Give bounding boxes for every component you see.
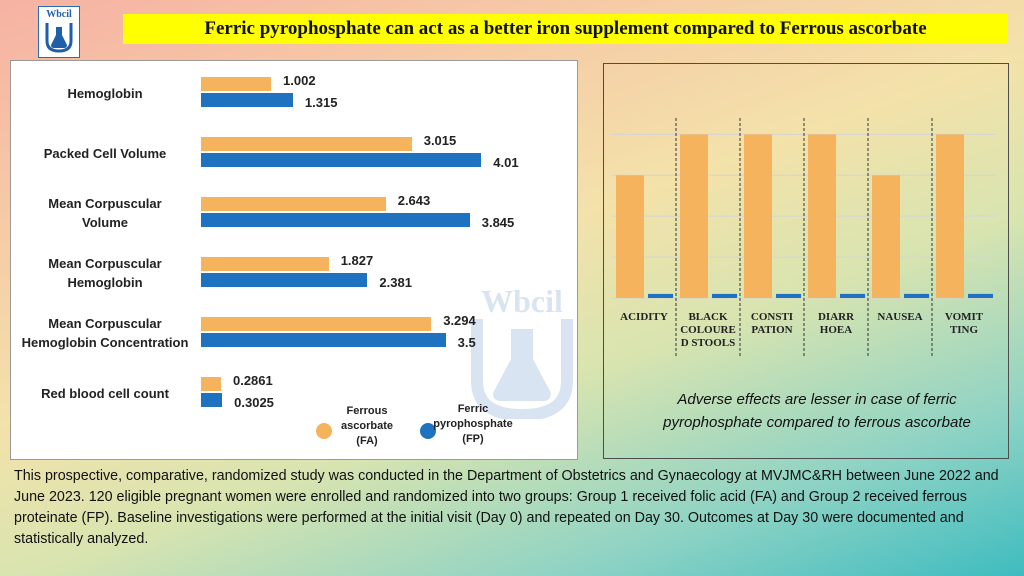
category-label: Mean Corpuscular Hemoglobin Concentration: [11, 314, 199, 352]
category-label: CONSTI PATION: [751, 311, 793, 336]
category-label-line: PATION: [751, 324, 792, 336]
adverse-effects-panel: ACIDITY BLACK COLOURE D STOOLS CONSTI PATION D…: [603, 63, 1009, 459]
category-label-line: VOMIT: [945, 311, 984, 323]
adverse-effects-chart: ACIDITY BLACK COLOURE D STOOLS CONSTI PATION D…: [612, 118, 996, 356]
category-label: Packed Cell Volume: [11, 144, 199, 163]
bar-fp: [904, 293, 929, 298]
legend-fa-marker: [316, 423, 332, 439]
bar-fp: [201, 93, 293, 107]
bar-fp: [776, 293, 801, 298]
category-label: NAUSEA: [877, 311, 922, 323]
bar-fp: [648, 293, 673, 298]
value-label-fa: 0.2861: [232, 373, 273, 388]
category-label: ACIDITY: [620, 311, 668, 323]
watermark: Wbcil: [469, 283, 575, 419]
study-description: This prospective, comparative, randomize…: [14, 468, 999, 547]
category-label-line: Volume: [82, 215, 128, 230]
bar-fp: [201, 273, 368, 287]
category-label: Mean Corpuscular Hemoglobin: [11, 254, 199, 292]
bar-fa: [872, 175, 900, 298]
category-label-line: Packed Cell Volume: [43, 145, 167, 161]
legend-fp-marker: [420, 423, 436, 439]
headline: Ferric pyrophosphate can act as a better…: [123, 14, 1008, 44]
bar-fa: [201, 257, 329, 271]
category-label-line: ACIDITY: [620, 311, 668, 323]
bar-fa: [201, 77, 272, 91]
bar-fa: [201, 137, 412, 151]
value-label-fa: 3.294: [443, 313, 476, 328]
category-label: Mean Corpuscular Volume: [11, 194, 199, 232]
bar-fa: [201, 377, 221, 391]
bar-fp: [201, 393, 223, 407]
category-label-line: TING: [950, 324, 979, 336]
category-label: VOMIT TING: [945, 311, 984, 336]
category-label: Hemoglobin: [11, 84, 199, 103]
category-label-line: Mean Corpuscular: [48, 196, 162, 211]
category-label: BLACK COLOURE D STOOLS: [680, 311, 736, 349]
category-label-line: BLACK: [688, 311, 728, 323]
value-label-fa: 1.827: [340, 253, 374, 268]
logo-text: Wbcil: [46, 9, 72, 20]
category-label-line: Hemoglobin Concentration: [21, 335, 189, 350]
blood-parameters-chart-panel: Wbcil Hemoglobin 1.002 1.315 Packed Cell Vo…: [10, 60, 578, 460]
category-label-line: DIARR: [818, 311, 855, 323]
value-label-fp: 2.381: [379, 275, 412, 290]
category-label: DIARR HOEA: [818, 311, 855, 336]
wbcil-logo: Wbcil: [38, 6, 80, 58]
value-label-fp: 0.3025: [234, 395, 274, 410]
bar-fa: [744, 134, 772, 298]
watermark-text: Wbcil: [481, 283, 563, 319]
bar-fa: [201, 317, 432, 331]
flask-icon: [45, 23, 73, 53]
value-label-fa: 2.643: [397, 193, 431, 208]
category-label-line: Mean Corpuscular: [48, 316, 162, 331]
category-label-line: CONSTI: [751, 311, 793, 323]
bar-fa: [936, 134, 964, 298]
bar-fa: [808, 134, 836, 298]
value-label-fp: 3.5: [457, 335, 476, 350]
category-label-line: D STOOLS: [681, 337, 736, 349]
value-label-fp: 4.01: [493, 155, 519, 170]
bar-fp: [201, 333, 446, 347]
value-label-fa: 3.015: [423, 133, 457, 148]
bar-fa: [201, 197, 386, 211]
value-label-fp: 3.845: [481, 215, 515, 230]
category-label-line: Red blood cell count: [41, 385, 169, 401]
category-label-line: Mean Corpuscular: [48, 256, 162, 271]
value-label-fa: 1.002: [283, 73, 316, 88]
bar-fp: [201, 153, 482, 167]
bar-fp: [968, 293, 993, 298]
bar-fa: [616, 175, 644, 298]
bar-fp: [712, 293, 737, 298]
legend-fp-label: Ferric pyrophosphate (FP): [433, 403, 513, 445]
adverse-effects-caption: Adverse effects are lesser in case of fe…: [663, 391, 971, 431]
category-label: Red blood cell count: [11, 384, 199, 403]
value-label-fp: 1.315: [304, 95, 338, 110]
category-label-line: Hemoglobin: [67, 275, 143, 290]
bar-fa: [680, 134, 708, 298]
category-label-line: COLOURE: [680, 324, 736, 336]
category-label-line: Hemoglobin: [67, 85, 143, 101]
category-label-line: NAUSEA: [877, 311, 922, 323]
bar-fp: [201, 213, 470, 227]
category-label-line: HOEA: [820, 324, 852, 336]
bar-fp: [840, 293, 865, 298]
legend-fa-label: Ferrous ascorbate (FA): [341, 405, 393, 447]
